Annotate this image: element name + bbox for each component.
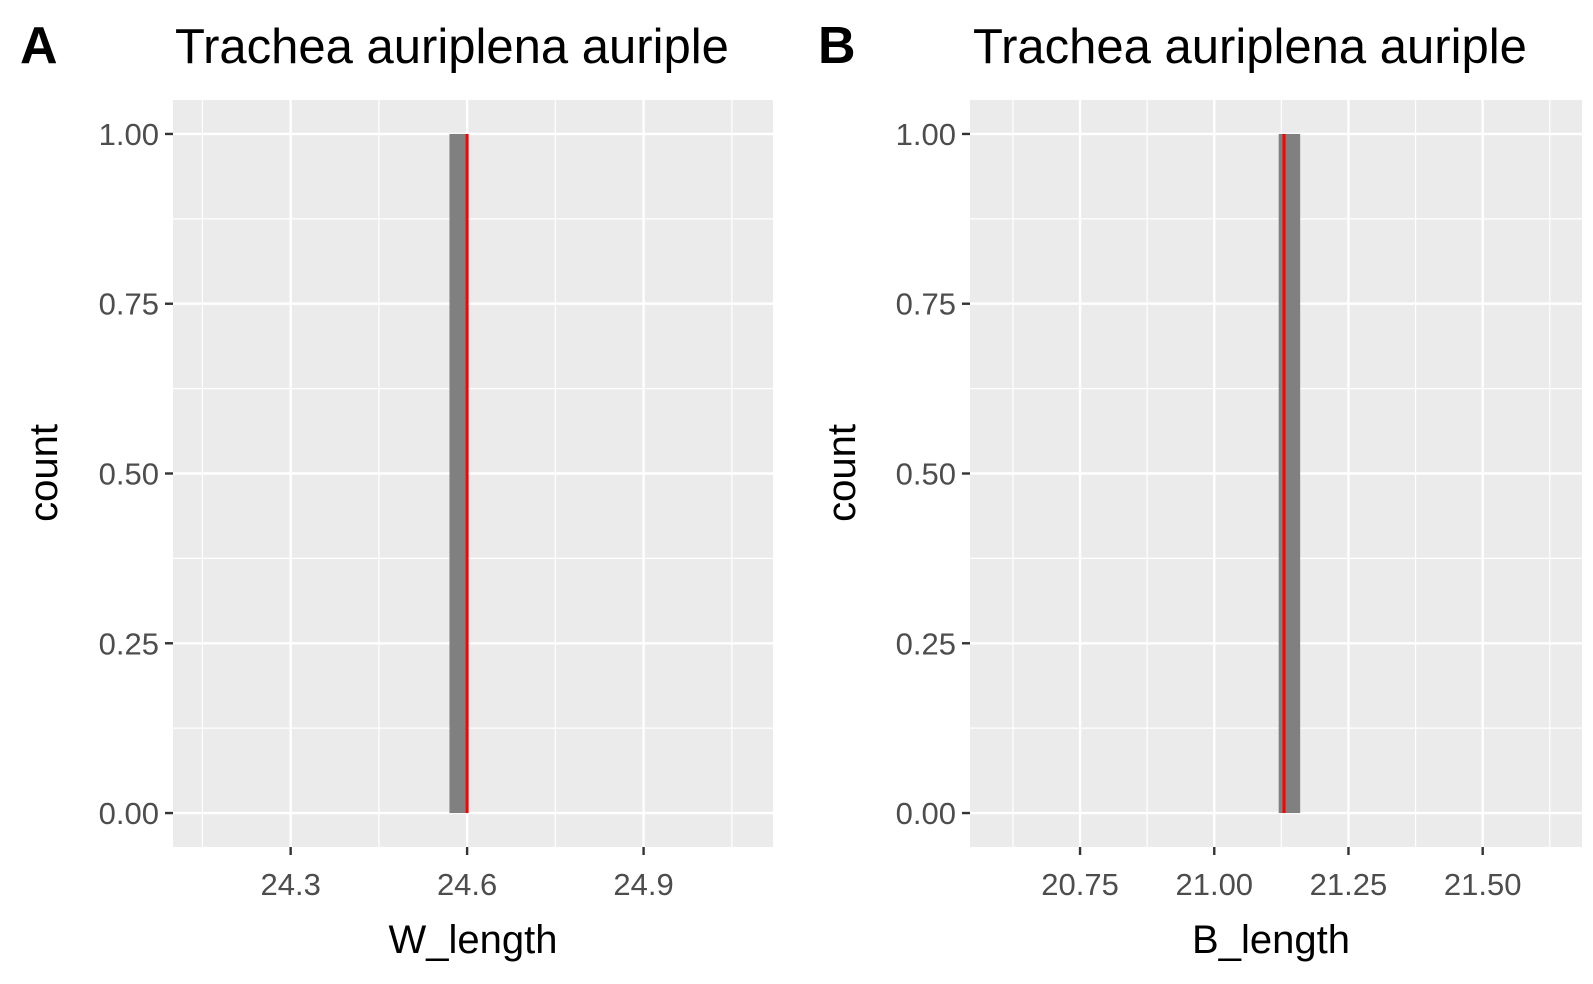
y-tick-label: 1.00 xyxy=(99,117,159,152)
x-tick-label: 24.6 xyxy=(437,867,497,902)
y-tick-label: 1.00 xyxy=(896,117,956,152)
y-tick-label: 0.00 xyxy=(896,796,956,831)
x-tick-label: 20.75 xyxy=(1041,867,1119,902)
x-tick-label: 21.50 xyxy=(1444,867,1522,902)
histogram-bar xyxy=(449,133,468,814)
panel-a-marks xyxy=(449,133,469,814)
y-tick-label: 0.75 xyxy=(896,287,956,322)
panel-a-title: Trachea auriplena auriple xyxy=(175,20,729,74)
panel-a-y-axis-title: count xyxy=(22,424,66,522)
panel-b-x-axis-title: B_length xyxy=(1192,918,1350,962)
y-tick-label: 0.00 xyxy=(99,796,159,831)
x-tick-label: 21.00 xyxy=(1175,867,1253,902)
panel-b-marks xyxy=(1278,133,1301,814)
panel-a-x-axis: 24.3 24.6 24.9 xyxy=(260,847,674,902)
y-tick-label: 0.50 xyxy=(99,457,159,492)
y-tick-label: 0.25 xyxy=(99,626,159,661)
panel-a-y-axis: 0.00 0.25 0.50 0.75 1.00 xyxy=(99,117,173,831)
x-tick-label: 21.25 xyxy=(1310,867,1388,902)
y-tick-label: 0.25 xyxy=(896,626,956,661)
x-tick-label: 24.9 xyxy=(613,867,673,902)
y-tick-label: 0.50 xyxy=(896,457,956,492)
panel-a: A Trachea auriplena auriple 0.00 0.25 0.50… xyxy=(20,17,773,962)
x-tick-label: 24.3 xyxy=(260,867,320,902)
panel-b-y-axis: 0.00 0.25 0.50 0.75 1.00 xyxy=(896,117,970,831)
panel-a-tag: A xyxy=(20,17,58,75)
histogram-bar xyxy=(1278,133,1301,814)
panel-b-x-axis: 20.75 21.00 21.25 21.50 xyxy=(1041,847,1521,902)
panel-a-x-axis-title: W_length xyxy=(389,918,558,962)
panel-b-y-axis-title: count xyxy=(820,424,864,522)
panel-b-tag: B xyxy=(818,17,856,75)
panel-b-title: Trachea auriplena auriple xyxy=(973,20,1527,74)
panel-b: B Trachea auriplena auriple 0.00 0.25 0.50… xyxy=(818,17,1582,962)
y-tick-label: 0.75 xyxy=(99,287,159,322)
